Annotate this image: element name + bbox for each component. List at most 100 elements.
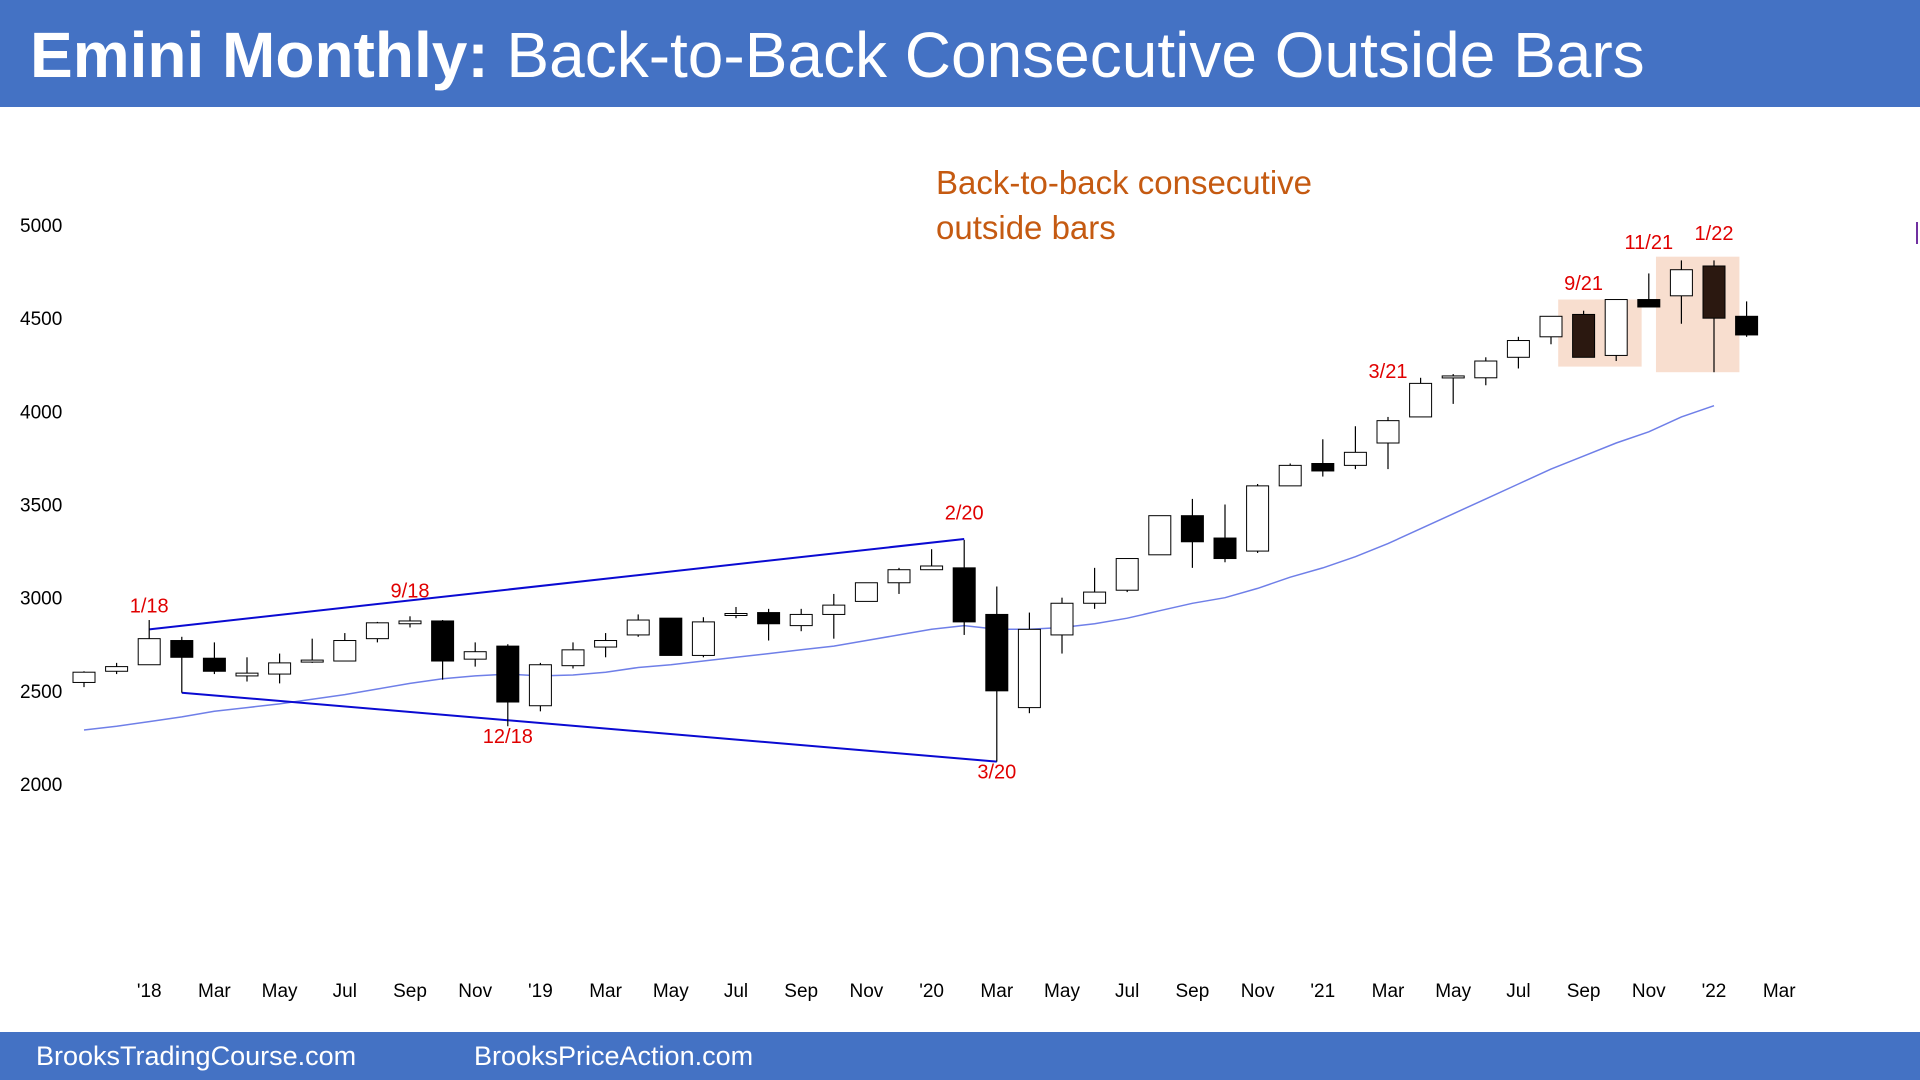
page-title: Emini Monthly: Back-to-Back Consecutive … [30, 18, 1645, 92]
candle-body-bull [724, 613, 748, 617]
candle-oct-2019 [822, 593, 846, 639]
candle-body-bull [365, 622, 389, 640]
label-3-20: 3/20 [977, 761, 1016, 783]
candle-body-bull [463, 651, 487, 660]
label-1-22: 1/22 [1695, 223, 1734, 245]
candle-body-bull [235, 672, 259, 677]
candle-dec-2020 [1278, 463, 1302, 487]
candle-body-bull [300, 659, 324, 663]
footer-link-priceaction[interactable]: BrooksPriceAction.com [474, 1041, 754, 1071]
candle-jan-2021 [1311, 439, 1335, 477]
candle-body-bull [1506, 340, 1530, 358]
x-tick-1: Mar [198, 981, 231, 1002]
label-12-18: 12/18 [483, 726, 533, 748]
candle-jun-2020 [1083, 567, 1107, 609]
candle-body-bull [1409, 382, 1433, 418]
candle-aug-2020 [1148, 515, 1172, 556]
label-3-21: 3/21 [1369, 361, 1408, 383]
candle-body-bull [691, 621, 715, 656]
x-tick-25: Mar [1763, 981, 1796, 1002]
x-axis: '18 Mar May Jul Sep Nov '19 Mar May Jul Sep Nov '20 M… [137, 981, 1796, 1002]
outside-bar-highlights [1558, 256, 1740, 373]
label-11-21: 11/21 [1625, 232, 1674, 254]
footer-link-tradingcourse[interactable]: BrooksTradingCourse.com [36, 1041, 357, 1071]
candle-body-bull [920, 565, 944, 571]
candle-body-bear [757, 612, 781, 625]
x-tick-15: Jul [1115, 981, 1139, 1002]
candle-body-bull [1539, 315, 1563, 338]
candle-nov-2021 [1637, 273, 1661, 308]
candle-body-bull [561, 649, 585, 667]
candle-body-bear [1572, 313, 1596, 358]
x-tick-10: Sep [784, 981, 818, 1002]
candle-apr-2021 [1409, 377, 1433, 418]
y-tick-2000: 2000 [20, 775, 62, 796]
edge-marker [1916, 222, 1918, 244]
candle-jan-2019 [528, 662, 552, 712]
candle-may-2021 [1441, 374, 1465, 404]
candle-body-bull [854, 582, 878, 602]
candle-body-bear [985, 613, 1009, 692]
annotation: Back-to-back consecutive outside bars [936, 164, 1312, 246]
candle-body-bull [594, 640, 618, 648]
candle-dec-2019 [887, 567, 911, 594]
candle-body-bear [1180, 515, 1204, 543]
candle-sep-2019 [789, 608, 813, 632]
moving-average-layer [83, 404, 1715, 731]
candlestick-chart: 2000 2500 3000 3500 4000 4500 5000 '18 Mar May Ju… [20, 164, 1918, 1002]
candle-aug-2019 [757, 608, 781, 641]
x-tick-12: '20 [919, 981, 944, 1002]
wedge-line-0 [149, 537, 965, 631]
title-bold: Emini Monthly: [30, 19, 489, 91]
candle-body-bear [431, 620, 455, 662]
candle-dec-2021 [1669, 260, 1693, 324]
candle-jan-2022 [1702, 260, 1726, 373]
candle-body-bear [1735, 315, 1759, 336]
candle-body-bear [659, 617, 683, 656]
x-tick-8: May [653, 981, 689, 1002]
candle-body-bull [1115, 558, 1139, 591]
x-tick-3: Jul [333, 981, 357, 1002]
x-tick-7: Mar [589, 981, 622, 1002]
x-tick-13: Mar [980, 981, 1013, 1002]
candle-feb-2022 [1735, 301, 1759, 337]
candle-body-bull [822, 604, 846, 615]
candle-body-bear [952, 567, 976, 623]
wedge-lines [149, 537, 997, 763]
candle-nov-2019 [854, 582, 878, 602]
candle-apr-2018 [235, 657, 259, 682]
candle-oct-2018 [431, 620, 455, 680]
candle-feb-2019 [561, 642, 585, 669]
candle-jul-2018 [333, 633, 357, 662]
candle-feb-2020 [952, 539, 976, 635]
candle-jan-2020 [920, 549, 944, 571]
candle-mar-2018 [202, 642, 226, 675]
candle-aug-2018 [365, 621, 389, 643]
candle-body-bull [1278, 464, 1302, 487]
x-tick-20: May [1435, 981, 1471, 1002]
candle-body-bull [1246, 485, 1270, 552]
candle-jun-2021 [1474, 357, 1498, 386]
y-axis: 2000 2500 3000 3500 4000 4500 5000 [20, 216, 62, 796]
candle-body-bull [1669, 269, 1693, 297]
candle-oct-2020 [1213, 504, 1237, 563]
x-tick-22: Sep [1567, 981, 1601, 1002]
y-tick-2500: 2500 [20, 682, 62, 703]
candle-may-2020 [1050, 597, 1074, 654]
footer-bar: BrooksTradingCourse.com BrooksPriceActio… [0, 1032, 1920, 1080]
label-9-18: 9/18 [391, 581, 430, 603]
x-tick-0: '18 [137, 981, 162, 1002]
candle-body-bull [1050, 602, 1074, 636]
candle-body-bull [1083, 591, 1107, 604]
candle-nov-2020 [1246, 484, 1270, 553]
x-tick-23: Nov [1632, 981, 1666, 1002]
candle-body-bear [1213, 537, 1237, 560]
candle-body-bull [137, 638, 161, 666]
candle-sep-2021 [1572, 310, 1596, 358]
x-tick-4: Sep [393, 981, 427, 1002]
label-9-21: 9/21 [1564, 273, 1603, 295]
candle-dec-2018 [496, 644, 520, 727]
y-tick-5000: 5000 [20, 216, 62, 237]
candle-body-bull [1376, 420, 1400, 444]
x-tick-19: Mar [1372, 981, 1405, 1002]
